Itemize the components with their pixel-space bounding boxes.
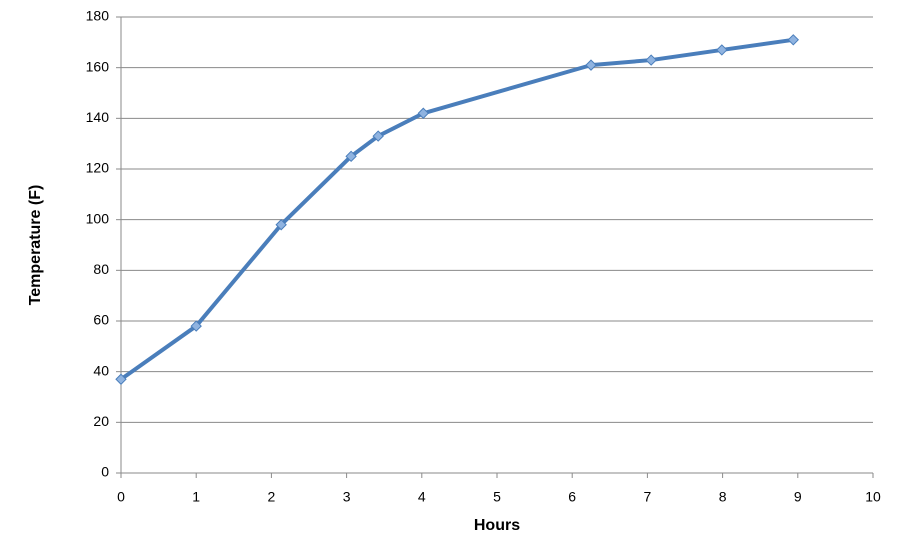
- line: [119, 37, 794, 381]
- y-tick-label: 120: [86, 160, 110, 176]
- x-tick-label: 2: [268, 489, 276, 505]
- marker: [645, 54, 657, 66]
- x-tick-label: 0: [117, 489, 125, 505]
- y-tick-label: 20: [93, 413, 109, 429]
- x-tick-label: 5: [493, 489, 501, 505]
- marker: [585, 59, 597, 71]
- marker: [345, 150, 357, 163]
- marker: [716, 44, 728, 56]
- marker: [372, 130, 384, 142]
- x-axis-title: Hours: [474, 517, 520, 534]
- marker: [115, 373, 127, 385]
- y-tick-label: 100: [86, 210, 110, 226]
- x-tick-label: 8: [719, 489, 727, 505]
- x-tick-label: 4: [418, 489, 426, 505]
- x-tick-label: 3: [343, 489, 351, 505]
- x-tick-label: 1: [192, 489, 200, 505]
- x-tick-label: 10: [865, 489, 881, 505]
- y-tick-label: 0: [101, 464, 109, 480]
- marker: [190, 320, 202, 332]
- y-axis-title: Temperature (F): [27, 185, 44, 306]
- y-tick-label: 80: [93, 261, 109, 277]
- y-tick-label: 180: [86, 8, 110, 24]
- marker: [787, 34, 799, 46]
- marker: [275, 219, 287, 231]
- x-tick-label: 6: [568, 489, 576, 505]
- x-tick-label: 9: [794, 489, 802, 505]
- x-tick-label: 7: [644, 489, 652, 505]
- marker: [417, 107, 430, 119]
- y-tick-label: 160: [86, 58, 110, 74]
- y-tick-label: 140: [86, 109, 110, 125]
- y-tick-label: 60: [93, 312, 109, 328]
- y-tick-label: 40: [93, 362, 109, 378]
